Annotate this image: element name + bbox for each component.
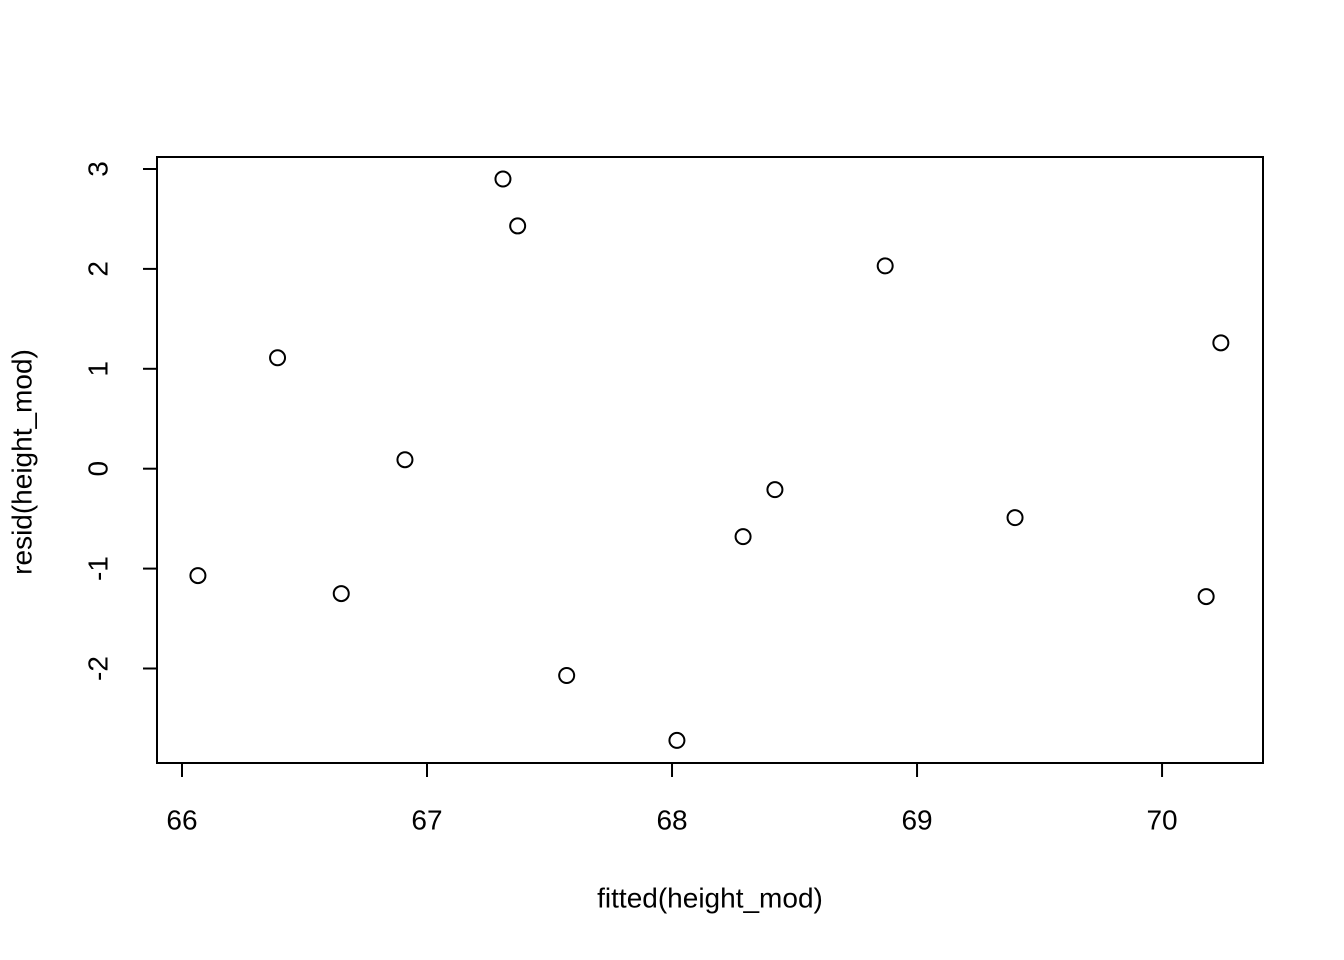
point <box>396 451 414 469</box>
point <box>189 567 207 585</box>
point <box>668 731 686 749</box>
x-tick-label: 66 <box>166 804 197 835</box>
y-axis-title: resid(height_mod) <box>6 349 37 575</box>
y-tick-label: 1 <box>82 361 113 377</box>
point <box>494 170 512 188</box>
point <box>332 585 350 603</box>
point <box>509 217 527 235</box>
point <box>1197 588 1215 606</box>
x-tick-label: 69 <box>901 804 932 835</box>
plot-frame <box>156 156 1264 764</box>
point <box>1212 334 1230 352</box>
point <box>876 257 894 275</box>
point <box>269 349 287 367</box>
point <box>766 481 784 499</box>
y-tick-label: 0 <box>82 461 113 477</box>
y-tick-label: -2 <box>82 656 113 681</box>
x-tick-label: 68 <box>656 804 687 835</box>
point <box>734 528 752 546</box>
y-tick-label: 3 <box>82 161 113 177</box>
point <box>558 666 576 684</box>
y-tick-label: -1 <box>82 556 113 581</box>
x-tick-label: 70 <box>1146 804 1177 835</box>
point <box>1006 509 1024 527</box>
x-tick-label: 67 <box>411 804 442 835</box>
x-axis-title: fitted(height_mod) <box>597 882 823 913</box>
y-tick-label: 2 <box>82 261 113 277</box>
